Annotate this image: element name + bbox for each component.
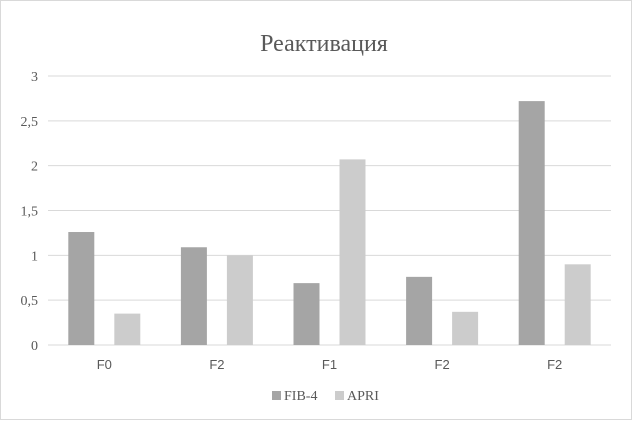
y-tick-label: 2 <box>31 160 38 175</box>
y-tick-label: 3 <box>31 70 38 85</box>
x-tick-label: F2 <box>435 357 450 372</box>
bar-apri <box>339 159 366 345</box>
y-tick-label: 0 <box>31 339 38 354</box>
legend-swatch <box>272 391 281 400</box>
y-tick-label: 1 <box>31 249 38 264</box>
bar-fib-4 <box>406 276 433 345</box>
bar-fib-4 <box>180 247 207 345</box>
gridlines <box>48 75 611 346</box>
y-tick-label: 2,5 <box>21 115 39 130</box>
bar-fib-4 <box>293 283 320 345</box>
legend-label: FIB-4 <box>284 389 317 404</box>
bar-apri <box>114 313 141 345</box>
bar-apri <box>564 264 591 345</box>
bars <box>68 101 591 346</box>
bar-fib-4 <box>518 101 545 346</box>
y-axis-ticks: 0 0,5 1 1,5 2 2,5 3 <box>21 70 39 354</box>
y-tick-label: 0,5 <box>21 294 39 309</box>
legend-label: APRI <box>347 389 379 404</box>
legend-swatch <box>335 391 344 400</box>
x-tick-label: F2 <box>209 357 224 372</box>
bar-apri <box>452 311 479 345</box>
bar-apri <box>226 255 253 345</box>
x-tick-label: F1 <box>322 357 337 372</box>
x-tick-label: F2 <box>547 357 562 372</box>
chart-title: Реактивация <box>260 31 388 57</box>
y-tick-label: 1,5 <box>21 205 39 220</box>
bar-fib-4 <box>68 232 95 345</box>
x-axis-ticks: F0 F2 F1 F2 F2 <box>97 357 563 372</box>
x-tick-label: F0 <box>97 357 112 372</box>
legend: FIB-4 APRI <box>272 389 379 404</box>
